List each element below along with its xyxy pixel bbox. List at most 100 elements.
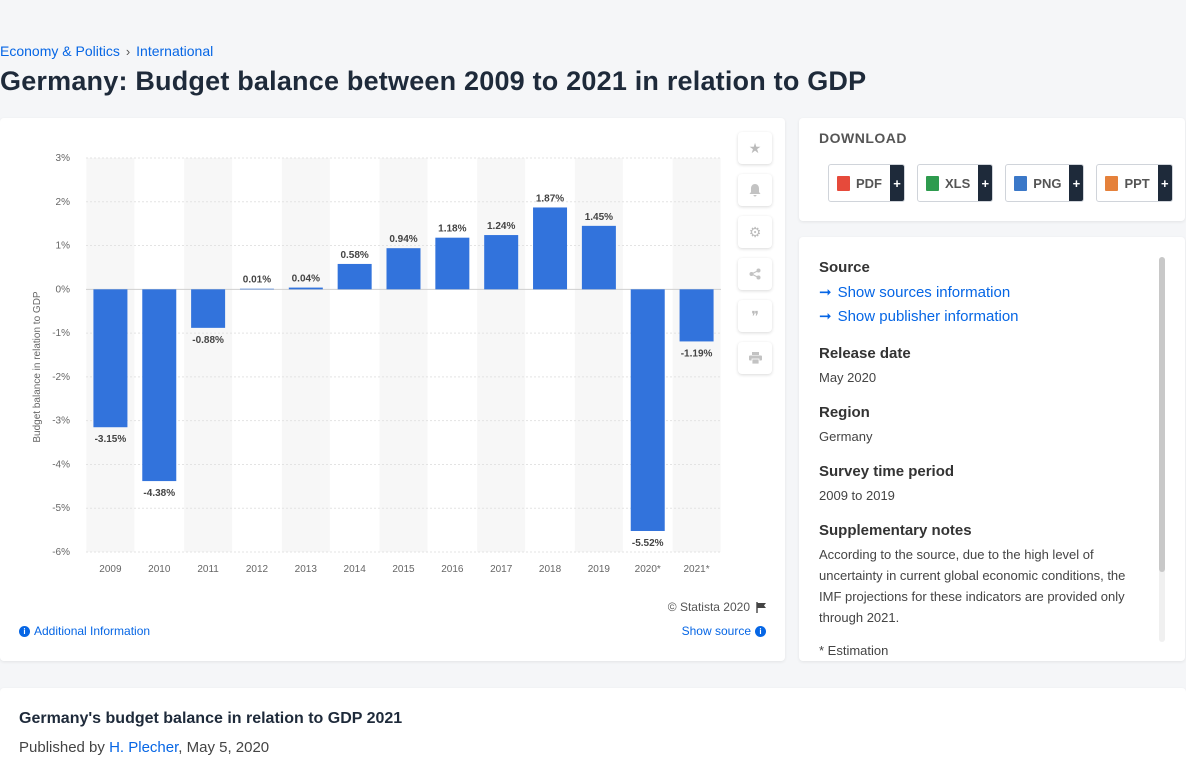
column-band [477,158,526,552]
region-value: Germany [819,429,873,444]
release-date-heading: Release date [819,345,911,362]
breadcrumb-economy[interactable]: Economy & Politics [0,43,120,59]
flag-icon[interactable] [756,601,767,613]
download-png-button[interactable]: PNG + [1005,164,1085,202]
x-tick-label: 2017 [490,564,513,575]
xls-label: XLS [945,175,971,191]
data-label: -5.52% [632,538,664,549]
share-icon[interactable] [738,258,772,290]
ppt-label: PPT [1124,175,1150,191]
arrow-right-icon: ➞ [819,284,832,301]
show-source-link[interactable]: Show source i [682,624,766,638]
x-tick-label: 2009 [99,564,122,575]
bar [93,289,128,428]
release-date-value: May 2020 [819,370,877,385]
survey-period-heading: Survey time period [819,463,955,480]
x-tick-label: 2012 [246,564,269,575]
x-tick-label: 2011 [197,564,219,575]
bar [630,289,665,531]
x-tick-label: 2019 [588,564,611,575]
published-prefix: Published by [19,739,110,756]
arrow-right-icon: ➞ [819,308,832,325]
supplementary-notes-value: According to the source, due to the high… [819,547,1126,625]
png-label: PNG [1033,175,1062,191]
published-by: Published by H. Plecher, May 5, 2020 [19,739,269,756]
data-label: 1.24% [487,221,515,232]
x-tick-label: 2016 [441,564,464,575]
data-label: 0.01% [243,275,271,286]
statistic-title: Germany's budget balance in relation to … [19,710,403,727]
statistic-details-panel: Source ➞ Show sources information ➞ Show p… [799,237,1185,661]
x-tick-label: 2020* [635,564,661,575]
info-icon: i [755,625,766,637]
download-ppt-button[interactable]: PPT + [1096,164,1173,202]
scrollbar-thumb[interactable] [1159,257,1165,572]
show-source-label: Show source [681,624,751,638]
additional-information-link[interactable]: i Additional Information [19,624,150,638]
bar [288,287,323,290]
show-sources-label: Show sources information [837,284,1011,301]
bar-chart: 3% 2% 1% 0% -1% -2% -3% -4% -5% -6% Budget balance… [32,153,721,575]
settings-gear-icon[interactable]: ⚙ [738,216,772,248]
plus-icon: + [978,165,993,201]
bar [142,289,177,482]
favorite-star-icon[interactable]: ★ [738,132,772,164]
info-icon: i [19,625,30,637]
data-label: 1.45% [585,212,613,223]
show-publisher-link[interactable]: ➞ Show publisher information [819,305,1139,329]
data-label: 0.94% [389,234,417,245]
citation-quote-icon[interactable]: ❞ [738,300,772,332]
pdf-file-icon [837,175,850,191]
bar [679,289,714,342]
show-sources-link[interactable]: ➞ Show sources information [819,281,1139,305]
bar [239,288,274,290]
supplementary-notes-heading: Supplementary notes [819,522,972,539]
plus-icon: + [1069,165,1084,201]
y-tick-label: 1% [56,241,71,252]
notification-bell-icon[interactable] [738,174,772,206]
y-tick-label: -1% [52,328,70,339]
download-title: DOWNLOAD [819,130,907,146]
plus-icon: + [1157,165,1172,201]
data-label: -1.19% [681,348,713,359]
column-band [379,158,428,552]
plus-icon: + [890,165,904,201]
print-icon[interactable] [738,342,772,374]
download-panel: DOWNLOAD PDF + XLS + PNG + PPT + [799,118,1185,221]
source-heading: Source [819,259,870,276]
xls-file-icon [926,175,939,191]
additional-information-label: Additional Information [34,624,151,638]
author-link[interactable]: H. Plecher [109,739,179,756]
bar [191,289,226,328]
x-tick-label: 2021* [684,564,710,575]
download-xls-button[interactable]: XLS + [917,164,994,202]
y-tick-label: -2% [52,372,70,383]
bar [581,225,616,290]
bar [484,235,519,290]
details-scrollbar[interactable] [1159,257,1165,642]
y-axis-label: Budget balance in relation to GDP [32,291,43,443]
survey-period-value: 2009 to 2019 [819,488,895,503]
png-file-icon [1014,175,1028,191]
data-label: -3.15% [95,434,127,445]
page-title: Germany: Budget balance between 2009 to … [0,66,867,96]
chart-card: 3% 2% 1% 0% -1% -2% -3% -4% -5% -6% Budget balance… [0,118,785,661]
download-pdf-button[interactable]: PDF + [828,164,905,202]
estimation-note: * Estimation [819,643,889,658]
x-tick-label: 2013 [295,564,318,575]
y-tick-label: 2% [56,197,71,208]
region-heading: Region [819,404,870,421]
data-label: 1.18% [438,224,466,235]
pdf-label: PDF [856,175,882,191]
breadcrumb-international[interactable]: International [136,43,214,59]
x-tick-label: 2014 [344,564,367,575]
data-label: 1.87% [536,193,564,204]
bar [337,263,372,290]
data-label: 0.58% [340,250,368,261]
data-label: 0.04% [292,274,320,285]
data-label: -4.38% [143,488,175,499]
bar [386,248,421,290]
x-tick-label: 2015 [392,564,415,575]
breadcrumb: Economy & Politics › International [0,43,213,59]
statistic-summary: Germany's budget balance in relation to … [0,688,1186,760]
